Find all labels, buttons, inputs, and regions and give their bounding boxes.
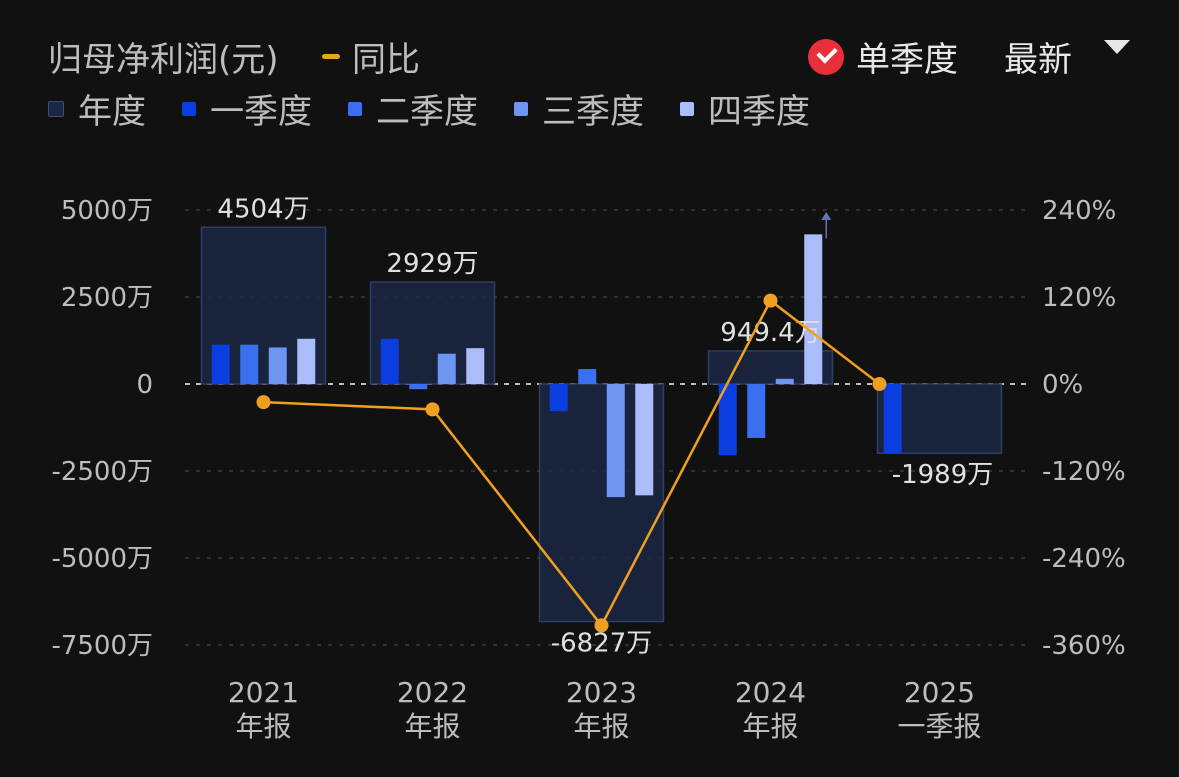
legend-swatch-annual	[48, 100, 64, 117]
legend-swatch-q2	[348, 101, 362, 116]
y-left-tick-label: -7500万	[51, 631, 153, 661]
yoy-legend[interactable]: 同比	[322, 32, 420, 81]
yoy-label: 同比	[352, 40, 420, 80]
quarter-bar-q3	[606, 384, 625, 498]
y-left-tick-label: 0	[136, 370, 153, 400]
x-tick-period: 年报	[235, 710, 291, 743]
legend-swatch-q4	[680, 101, 694, 116]
yoy-point	[594, 618, 609, 633]
y-right-tick-label: -360%	[1042, 631, 1126, 661]
legend-item-q3[interactable]: 三季度	[514, 84, 644, 133]
y-left-tick-label: 2500万	[61, 283, 153, 313]
check-icon	[808, 38, 844, 75]
legend-label-q1: 一季度	[210, 92, 312, 132]
single-quarter-label: 单季度	[856, 40, 958, 80]
annual-data-label: 949.4万	[720, 318, 820, 348]
yoy-point	[763, 293, 778, 308]
annual-data-label: -1989万	[892, 460, 994, 490]
chevron-down-icon[interactable]	[1104, 40, 1130, 54]
annual-data-label: 2929万	[386, 249, 478, 279]
quarter-bar-q4	[297, 338, 316, 384]
x-tick-period: 年报	[742, 710, 798, 743]
y-left-tick-label: 5000万	[61, 196, 153, 226]
legend-label-q4: 四季度	[708, 92, 810, 132]
yoy-point	[425, 402, 440, 417]
x-tick-year: 2022	[397, 676, 468, 709]
quarter-bar-q1	[549, 384, 568, 412]
y-left-tick-label: -2500万	[51, 457, 153, 487]
y-right-tick-label: -240%	[1042, 544, 1126, 574]
quarter-bar-q1	[380, 338, 399, 384]
quarter-bar-q2	[747, 384, 766, 438]
legend-label-q3: 三季度	[542, 92, 644, 132]
x-tick-year: 2023	[566, 676, 637, 709]
quarter-bar-q1	[883, 384, 902, 454]
quarter-bar-q2	[409, 384, 428, 390]
x-tick-period: 年报	[573, 710, 629, 743]
quarter-bar-q3	[437, 353, 456, 384]
yoy-point	[872, 377, 887, 391]
quarter-bar-q3	[775, 378, 794, 384]
y-right-tick-label: 240%	[1042, 196, 1116, 226]
legend-item-annual[interactable]: 年度	[48, 84, 146, 133]
legend-item-q2[interactable]: 二季度	[348, 84, 478, 133]
latest-dropdown[interactable]: 最新	[1004, 40, 1072, 80]
legend-swatch-q3	[514, 101, 528, 116]
y-right-tick-label: -120%	[1042, 457, 1126, 487]
series-legend: 年度 一季度 二季度 三季度 四季度	[48, 84, 846, 133]
annual-data-label: -6827万	[551, 629, 653, 659]
x-tick-year: 2025	[904, 676, 975, 709]
yoy-point	[256, 395, 271, 410]
quarter-bar-q4	[635, 384, 654, 496]
single-quarter-toggle[interactable]: 单季度	[808, 32, 958, 81]
y-right-tick-label: 120%	[1042, 283, 1116, 313]
yoy-line-icon	[322, 54, 340, 59]
quarter-bar-q1	[211, 344, 230, 384]
quarter-bar-q2	[240, 344, 259, 384]
x-tick-period: 一季报	[897, 710, 981, 743]
y-right-tick-label: 0%	[1042, 370, 1083, 400]
annual-data-label: 4504万	[217, 194, 309, 224]
quarter-bar-q1	[718, 384, 737, 456]
quarter-bar-q4	[804, 234, 823, 384]
x-tick-year: 2021	[228, 676, 299, 709]
legend-swatch-q1	[182, 101, 196, 116]
legend-label-q2: 二季度	[376, 92, 478, 132]
legend-label-annual: 年度	[78, 92, 146, 132]
legend-item-q4[interactable]: 四季度	[680, 84, 810, 133]
legend-item-q1[interactable]: 一季度	[182, 84, 312, 133]
x-tick-period: 年报	[404, 710, 460, 743]
x-tick-year: 2024	[735, 676, 806, 709]
chart-title: 归母净利润(元)	[48, 40, 279, 80]
quarter-bar-q2	[578, 369, 597, 384]
y-left-tick-label: -5000万	[51, 544, 153, 574]
quarter-bar-q4	[466, 348, 485, 384]
q4-marker-arrow	[821, 212, 832, 220]
quarter-bar-q3	[268, 347, 287, 384]
